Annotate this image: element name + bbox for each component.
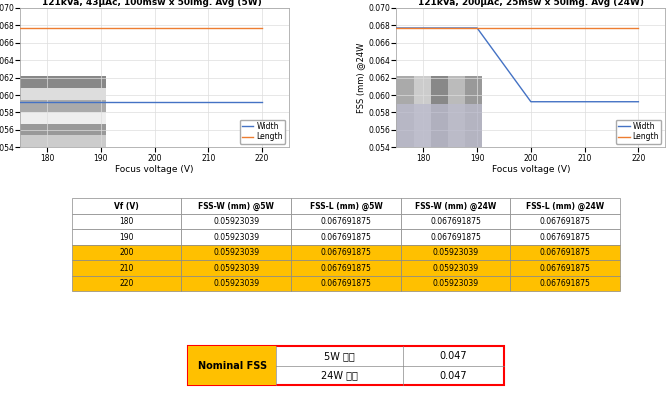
FancyBboxPatch shape: [188, 346, 276, 386]
X-axis label: Focus voltage (V): Focus voltage (V): [116, 165, 194, 174]
Bar: [465, 76, 482, 147]
Bar: [20, 76, 106, 147]
Width: [473, 26, 481, 30]
Bar: [414, 76, 431, 147]
Width: [16, 99, 24, 104]
Bar: [431, 76, 448, 147]
Bar: [20, 100, 106, 112]
Text: 0.047: 0.047: [439, 351, 467, 361]
Bar: [20, 112, 106, 123]
Width: [392, 26, 401, 30]
Text: 0.047: 0.047: [439, 371, 467, 380]
Text: 24W 기준: 24W 기준: [321, 371, 358, 380]
Line: Width: Width: [396, 28, 638, 102]
Text: 5W 기준: 5W 기준: [325, 351, 355, 361]
Text: 121kVa, 43μAc, 100msw x 50img. Avg (5W): 121kVa, 43μAc, 100msw x 50img. Avg (5W): [42, 0, 261, 7]
Bar: [396, 104, 482, 147]
Text: 121kVa, 200μAc, 25msw x 50img. Avg (24W): 121kVa, 200μAc, 25msw x 50img. Avg (24W): [418, 0, 644, 7]
Bar: [396, 76, 482, 147]
Legend: Width, Length: Width, Length: [239, 120, 285, 143]
Width: [258, 99, 266, 104]
X-axis label: Focus voltage (V): Focus voltage (V): [492, 165, 570, 174]
Width: [527, 99, 535, 104]
Bar: [396, 76, 414, 147]
Legend: Width, Length: Width, Length: [616, 120, 661, 143]
FancyBboxPatch shape: [188, 346, 504, 386]
Bar: [20, 88, 106, 100]
Bar: [20, 123, 106, 136]
Bar: [448, 76, 465, 147]
Y-axis label: FSS (mm) @24W: FSS (mm) @24W: [357, 42, 366, 113]
Width: [102, 99, 110, 104]
Width: [634, 99, 642, 104]
Bar: [20, 76, 106, 88]
Text: Nominal FSS: Nominal FSS: [198, 361, 267, 371]
Bar: [20, 136, 106, 147]
